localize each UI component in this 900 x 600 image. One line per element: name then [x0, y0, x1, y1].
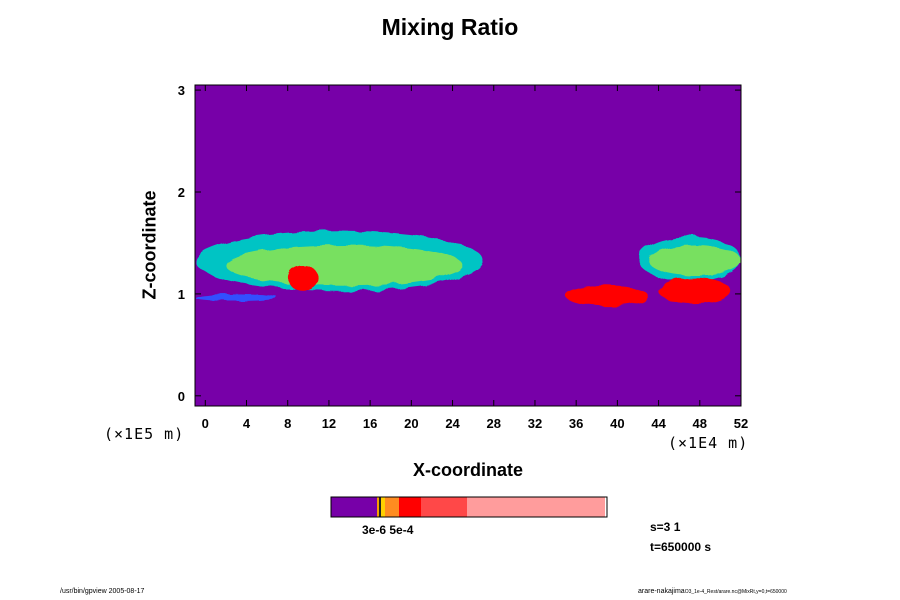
field-hot-cell-mid — [565, 285, 649, 307]
colorbar-segment — [331, 497, 377, 517]
colorbar-label: 3e-6 5e-4 — [362, 523, 414, 537]
y-tick-label: 2 — [178, 185, 185, 200]
x-tick-label: 20 — [404, 416, 418, 431]
footer-source: O3_1e-4_Rest/arare.nc@MixRt,y=0,t=650000 — [684, 589, 787, 595]
x-axis-scale-label: (×1E4 m) — [668, 434, 749, 452]
x-tick-label: 24 — [445, 416, 460, 431]
y-tick-label: 1 — [178, 287, 185, 302]
colorbar-segment — [399, 497, 421, 517]
x-axis-label: X-coordinate — [412, 460, 523, 480]
colorbar-segment — [379, 497, 381, 517]
x-tick-label: 0 — [202, 416, 209, 431]
colorbar-segment — [421, 497, 467, 517]
x-tick-label: 36 — [569, 416, 583, 431]
field-hot-cell-left — [287, 265, 319, 291]
footer-author: arare-nakajimaO3_1e-4_Rest/arare.nc@MixR… — [638, 588, 787, 595]
x-tick-label: 32 — [528, 416, 542, 431]
field-upper-cloud-core — [225, 244, 463, 286]
field-hot-cell-right — [658, 277, 731, 305]
x-tick-label: 28 — [487, 416, 501, 431]
y-axis-scale-label: (×1E5 m) — [104, 425, 185, 443]
colorbar — [330, 496, 608, 518]
x-tick-label: 48 — [693, 416, 707, 431]
x-tick-label: 12 — [322, 416, 336, 431]
chart-title: Mixing Ratio — [381, 14, 519, 40]
footer-command: /usr/bin/gpview 2005-08-17 — [60, 588, 145, 595]
field-lower-cloud-left — [195, 293, 278, 302]
field-right-cloud-core — [648, 244, 741, 276]
y-tick-label: 3 — [178, 83, 185, 98]
colorbar-segment — [377, 497, 379, 517]
s-label: s=3 1 — [650, 520, 681, 534]
colorbar-segment — [385, 497, 399, 517]
plot-frame — [194, 84, 742, 407]
t-label: t=650000 s — [650, 540, 712, 554]
x-tick-label: 8 — [284, 416, 291, 431]
colorbar-segment — [467, 497, 605, 517]
y-tick-label: 0 — [178, 389, 185, 404]
colorbar-segment — [381, 497, 385, 517]
x-tick-label: 40 — [610, 416, 624, 431]
x-tick-label: 44 — [651, 416, 666, 431]
x-tick-label: 4 — [243, 416, 251, 431]
x-tick-label: 52 — [734, 416, 748, 431]
x-tick-label: 16 — [363, 416, 377, 431]
y-axis-label: Z-coordinate — [139, 190, 160, 300]
footer-author-name: arare-nakajima — [638, 588, 685, 595]
